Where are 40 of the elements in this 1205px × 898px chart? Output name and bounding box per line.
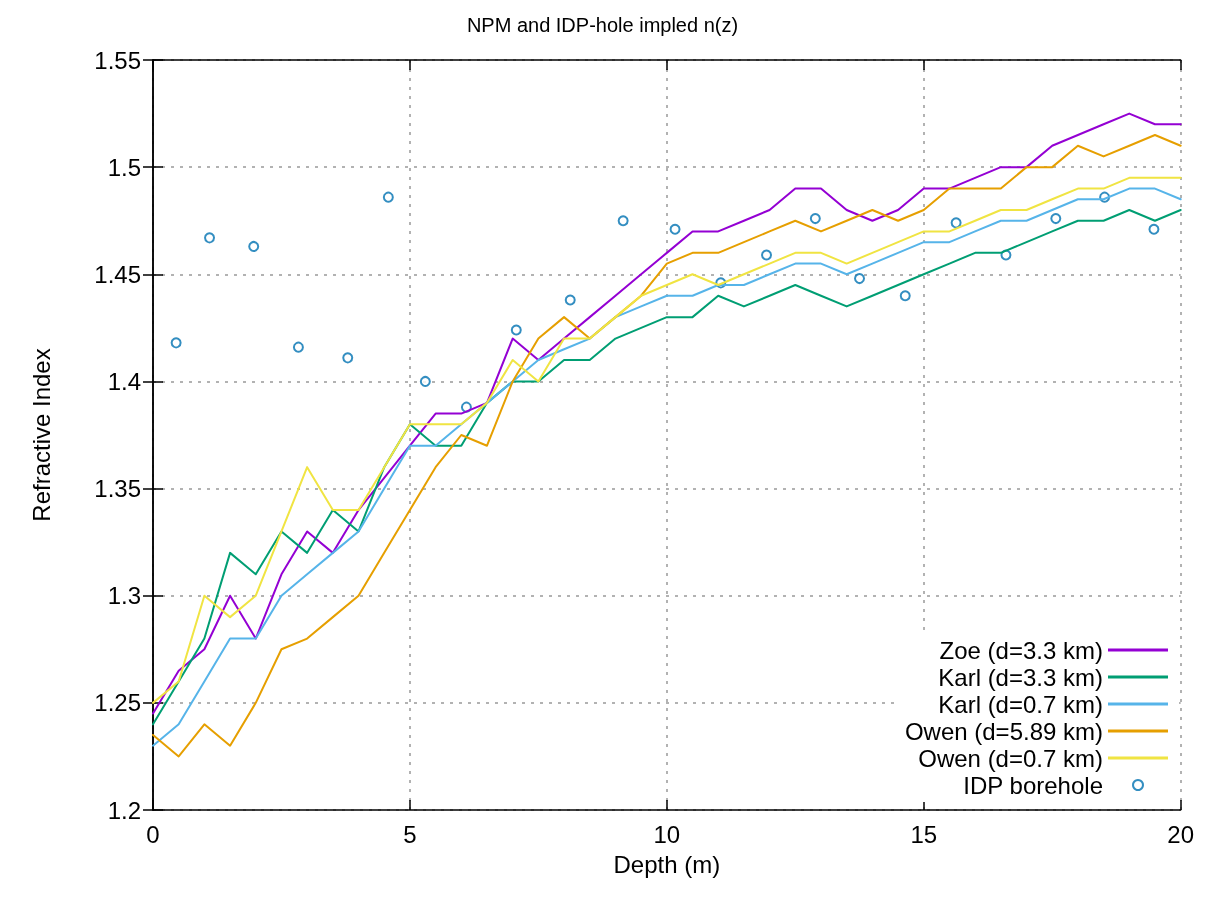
legend-label: Karl (d=3.3 km) [938,663,1103,691]
point [170,337,182,349]
point [382,191,394,203]
x-tick-label: 15 [910,820,938,848]
point [248,240,260,252]
x-tick-label: 10 [653,820,681,848]
point [669,223,681,235]
y-tick-label: 1.35 [94,475,141,503]
y-tick-label: 1.55 [94,46,141,74]
x-tick-label: 5 [403,820,417,848]
x-axis-title: Depth (m) [613,850,721,878]
point [1050,213,1062,225]
point [617,215,629,227]
point [950,217,962,229]
x-tick-label: 20 [1167,820,1194,848]
y-axis-title: Refractive Index [27,348,55,522]
point [292,341,304,353]
legend-label: Karl (d=0.7 km) [938,690,1103,718]
point [854,273,866,285]
point [761,249,773,261]
point [564,294,576,306]
x-tick-label: 0 [146,820,160,848]
point [1148,223,1160,235]
y-tick-label: 1.25 [94,689,141,717]
point [809,213,821,225]
y-tick-label: 1.5 [107,153,141,181]
chart-title: NPM and IDP-hole impled n(z) [466,14,739,36]
point [510,324,522,336]
y-tick-label: 1.2 [107,796,141,824]
point [204,232,216,244]
point [342,352,354,364]
point [899,290,911,302]
legend-label: Zoe (d=3.3 km) [939,636,1103,664]
point [419,375,431,387]
y-tick-label: 1.45 [94,260,141,288]
legend-label: IDP borehole [963,771,1103,799]
y-tick-label: 1.4 [107,367,141,395]
legend-label: Owen (d=5.89 km) [904,717,1103,745]
y-tick-label: 1.3 [107,582,141,610]
legend-label: Owen (d=0.7 km) [918,744,1103,772]
